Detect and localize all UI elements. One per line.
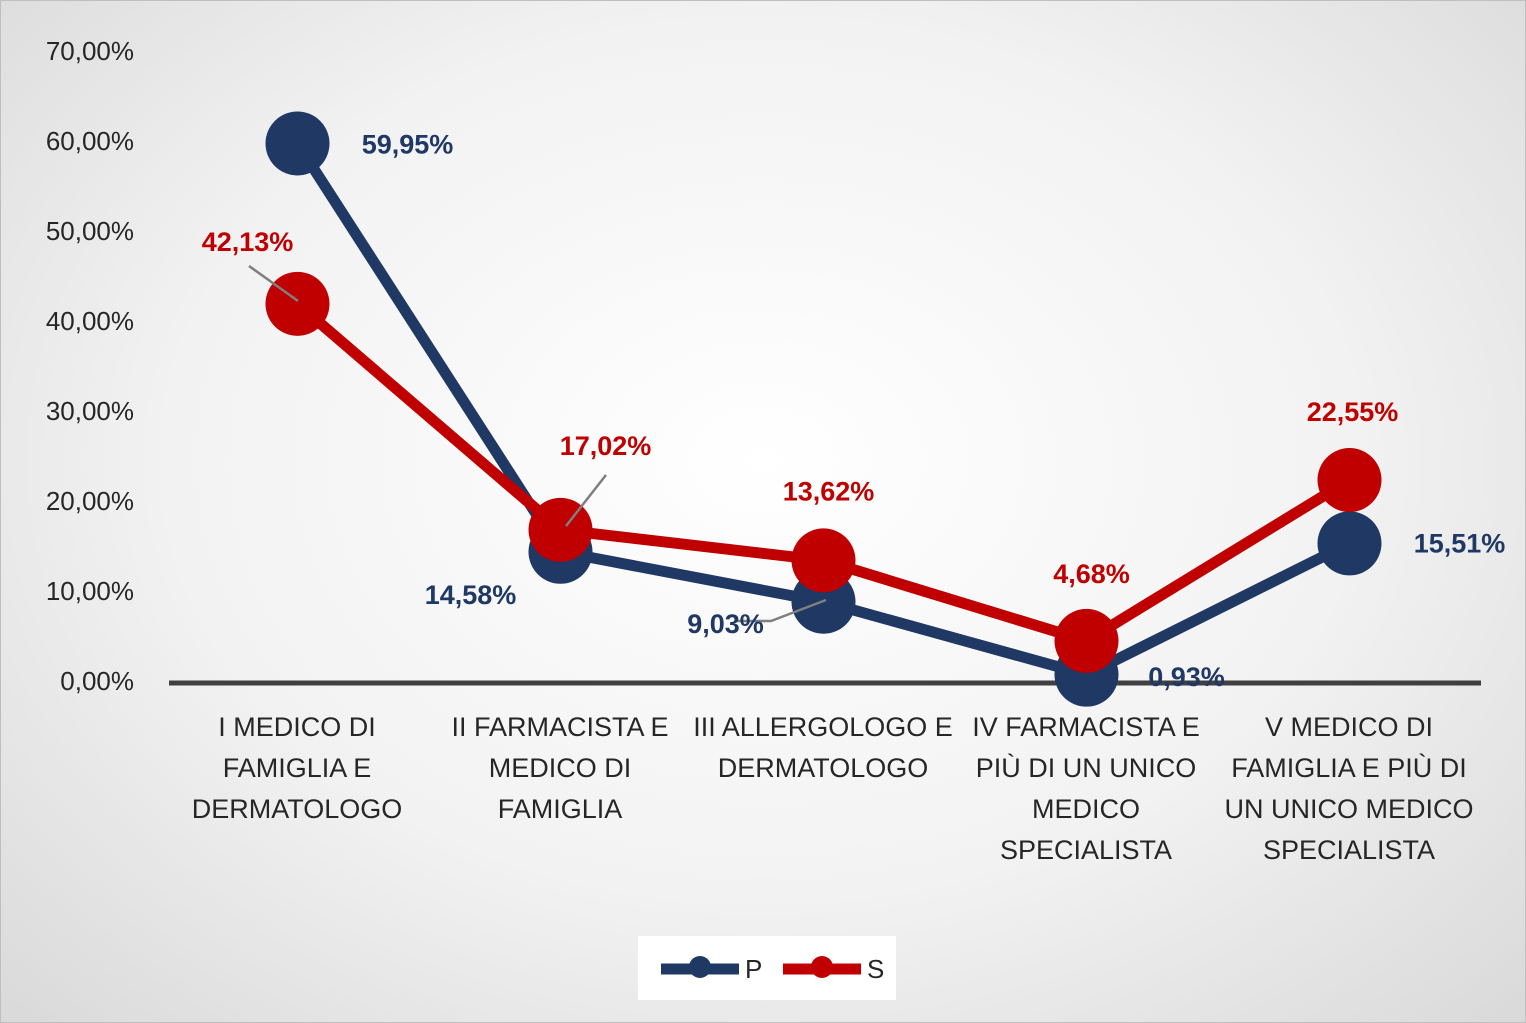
data-label: 22,55%: [1307, 397, 1399, 427]
legend-marker: [689, 956, 711, 978]
data-label: 59,95%: [362, 130, 454, 160]
marker: [791, 528, 856, 593]
marker: [265, 271, 330, 336]
marker: [265, 111, 330, 176]
y-tick-label: 30,00%: [46, 396, 134, 426]
y-tick-label: 60,00%: [46, 126, 134, 156]
x-tick-label: III ALLERGOLOGO E DERMATOLOGO: [693, 712, 953, 783]
data-label: 15,51%: [1414, 529, 1506, 559]
y-tick-label: 50,00%: [46, 216, 134, 246]
data-label: 4,68%: [1053, 559, 1130, 589]
leader-line: [565, 474, 607, 527]
y-tick-label: 0,00%: [60, 666, 134, 696]
leader-line: [736, 598, 827, 623]
data-label: 9,03%: [687, 609, 764, 639]
marker: [1054, 608, 1119, 673]
marker: [1317, 511, 1382, 576]
data-label: 14,58%: [425, 580, 517, 610]
legend-label: P: [745, 954, 762, 984]
x-tick-label: I MEDICO DI FAMIGLIA E DERMATOLOGO: [191, 712, 403, 824]
leader-line: [248, 264, 299, 303]
legend-label: S: [867, 954, 884, 984]
x-tick-label: II FARMACISTA E MEDICO DI FAMIGLIA: [451, 712, 669, 824]
y-tick-label: 70,00%: [46, 36, 134, 66]
legend-marker: [811, 956, 833, 978]
x-tick-label: IV FARMACISTA E PIÙ DI UN UNICO MEDICO S…: [972, 712, 1200, 865]
marker: [1317, 448, 1382, 513]
marker: [528, 497, 593, 562]
data-label: 13,62%: [783, 477, 875, 507]
data-label: 17,02%: [560, 431, 652, 461]
data-label: 0,93%: [1148, 662, 1225, 692]
data-label: 42,13%: [202, 227, 294, 257]
y-tick-label: 20,00%: [46, 486, 134, 516]
y-tick-label: 10,00%: [46, 576, 134, 606]
y-tick-label: 40,00%: [46, 306, 134, 336]
x-tick-label: V MEDICO DI FAMIGLIA E PIÙ DI UN UNICO M…: [1224, 712, 1474, 865]
